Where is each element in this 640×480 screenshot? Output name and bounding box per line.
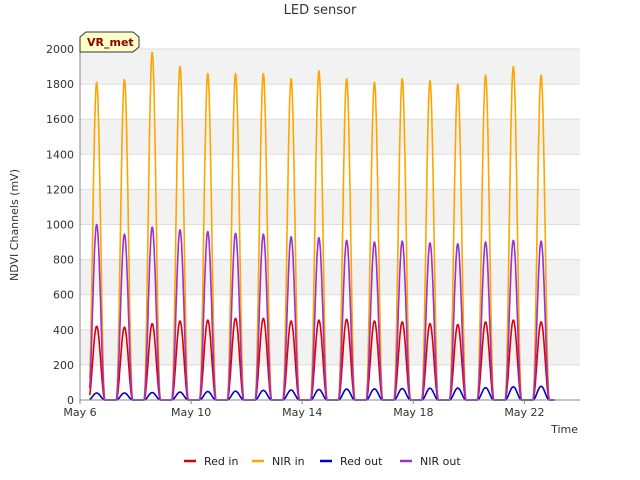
legend: Red in NIR in Red out NIR out — [184, 455, 461, 468]
legend-item-nir-out: NIR out — [400, 455, 461, 468]
grid-band — [80, 189, 580, 225]
y-tick-label: 1600 — [46, 113, 74, 126]
grid-band — [80, 329, 580, 365]
x-tick-label: May 18 — [393, 406, 433, 419]
legend-label: NIR in — [272, 455, 305, 468]
y-tick-label: 1400 — [46, 148, 74, 161]
legend-item-red-out: Red out — [320, 455, 383, 468]
x-tick-label: May 10 — [171, 406, 211, 419]
grid-band — [80, 49, 580, 85]
legend-label: Red in — [204, 455, 238, 468]
badge-box — [79, 31, 140, 53]
grid-band — [80, 119, 580, 155]
y-tick-label: 400 — [53, 324, 74, 337]
y-tick-label: 800 — [53, 254, 74, 267]
legend-item-nir-in: NIR in — [252, 455, 305, 468]
y-axis-label: NDVI Channels (mV) — [8, 169, 21, 281]
legend-label: NIR out — [420, 455, 461, 468]
station-badge: VR_met — [79, 31, 140, 53]
y-tick-labels: 0 200 400 600 800 1000 1200 1400 1600 1800 2000 — [46, 43, 74, 407]
x-tick-label: May 22 — [504, 406, 544, 419]
x-axis-label: Time — [550, 423, 578, 436]
y-tick-label: 2000 — [46, 43, 74, 56]
grid-bands — [80, 49, 580, 365]
x-tick-label: May 14 — [282, 406, 322, 419]
axes — [79, 49, 580, 401]
x-tick-label: May 6 — [63, 406, 96, 419]
y-tick-label: 1800 — [46, 78, 74, 91]
y-tick-label: 200 — [53, 359, 74, 372]
y-tick-label: 1000 — [46, 219, 74, 232]
chart-title: LED sensor — [284, 3, 357, 18]
badge-label: VR_met — [87, 36, 134, 49]
legend-label: Red out — [340, 455, 383, 468]
grid-band — [80, 259, 580, 295]
y-tick-label: 1200 — [46, 183, 74, 196]
y-tick-label: 600 — [53, 289, 74, 302]
legend-item-red-in: Red in — [184, 455, 238, 468]
x-tick-labels: May 6 May 10 May 14 May 18 May 22 — [63, 400, 545, 419]
y-tick-label: 0 — [67, 394, 74, 407]
